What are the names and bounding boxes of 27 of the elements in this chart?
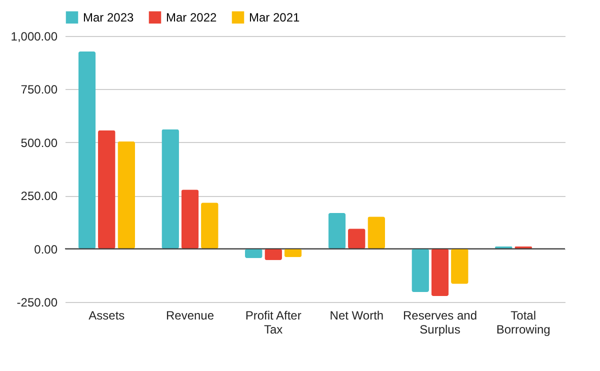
bar xyxy=(78,52,96,249)
x-tick-label: Profit After Tax xyxy=(245,308,302,336)
x-tick-label: Assets xyxy=(88,308,125,322)
bar xyxy=(328,213,346,249)
bar xyxy=(98,130,116,249)
legend-label: Mar 2023 xyxy=(83,10,134,24)
x-tick-label: Revenue xyxy=(166,308,214,322)
bar xyxy=(201,202,218,249)
x-tick-label: Reserves and Surplus xyxy=(402,308,478,336)
bar xyxy=(368,216,385,249)
x-tick-label: Total Borrowing xyxy=(496,308,550,336)
y-tick-label: 0.00 xyxy=(34,242,58,256)
bar xyxy=(162,129,179,249)
y-tick-label: -250.00 xyxy=(16,296,58,310)
bar xyxy=(118,141,135,249)
bar xyxy=(412,248,429,292)
y-tick-label: 500.00 xyxy=(20,136,58,150)
x-tick-label: Net Worth xyxy=(330,308,384,322)
bar xyxy=(348,228,366,249)
legend-label: Mar 2021 xyxy=(249,10,300,24)
y-tick-label: 1,000.00 xyxy=(10,30,58,44)
bar xyxy=(431,248,449,296)
bar xyxy=(181,190,199,249)
y-tick-label: 750.00 xyxy=(20,82,58,97)
y-tick-label: 250.00 xyxy=(20,189,58,204)
bar xyxy=(451,248,468,284)
legend-label: Mar 2022 xyxy=(166,10,218,24)
